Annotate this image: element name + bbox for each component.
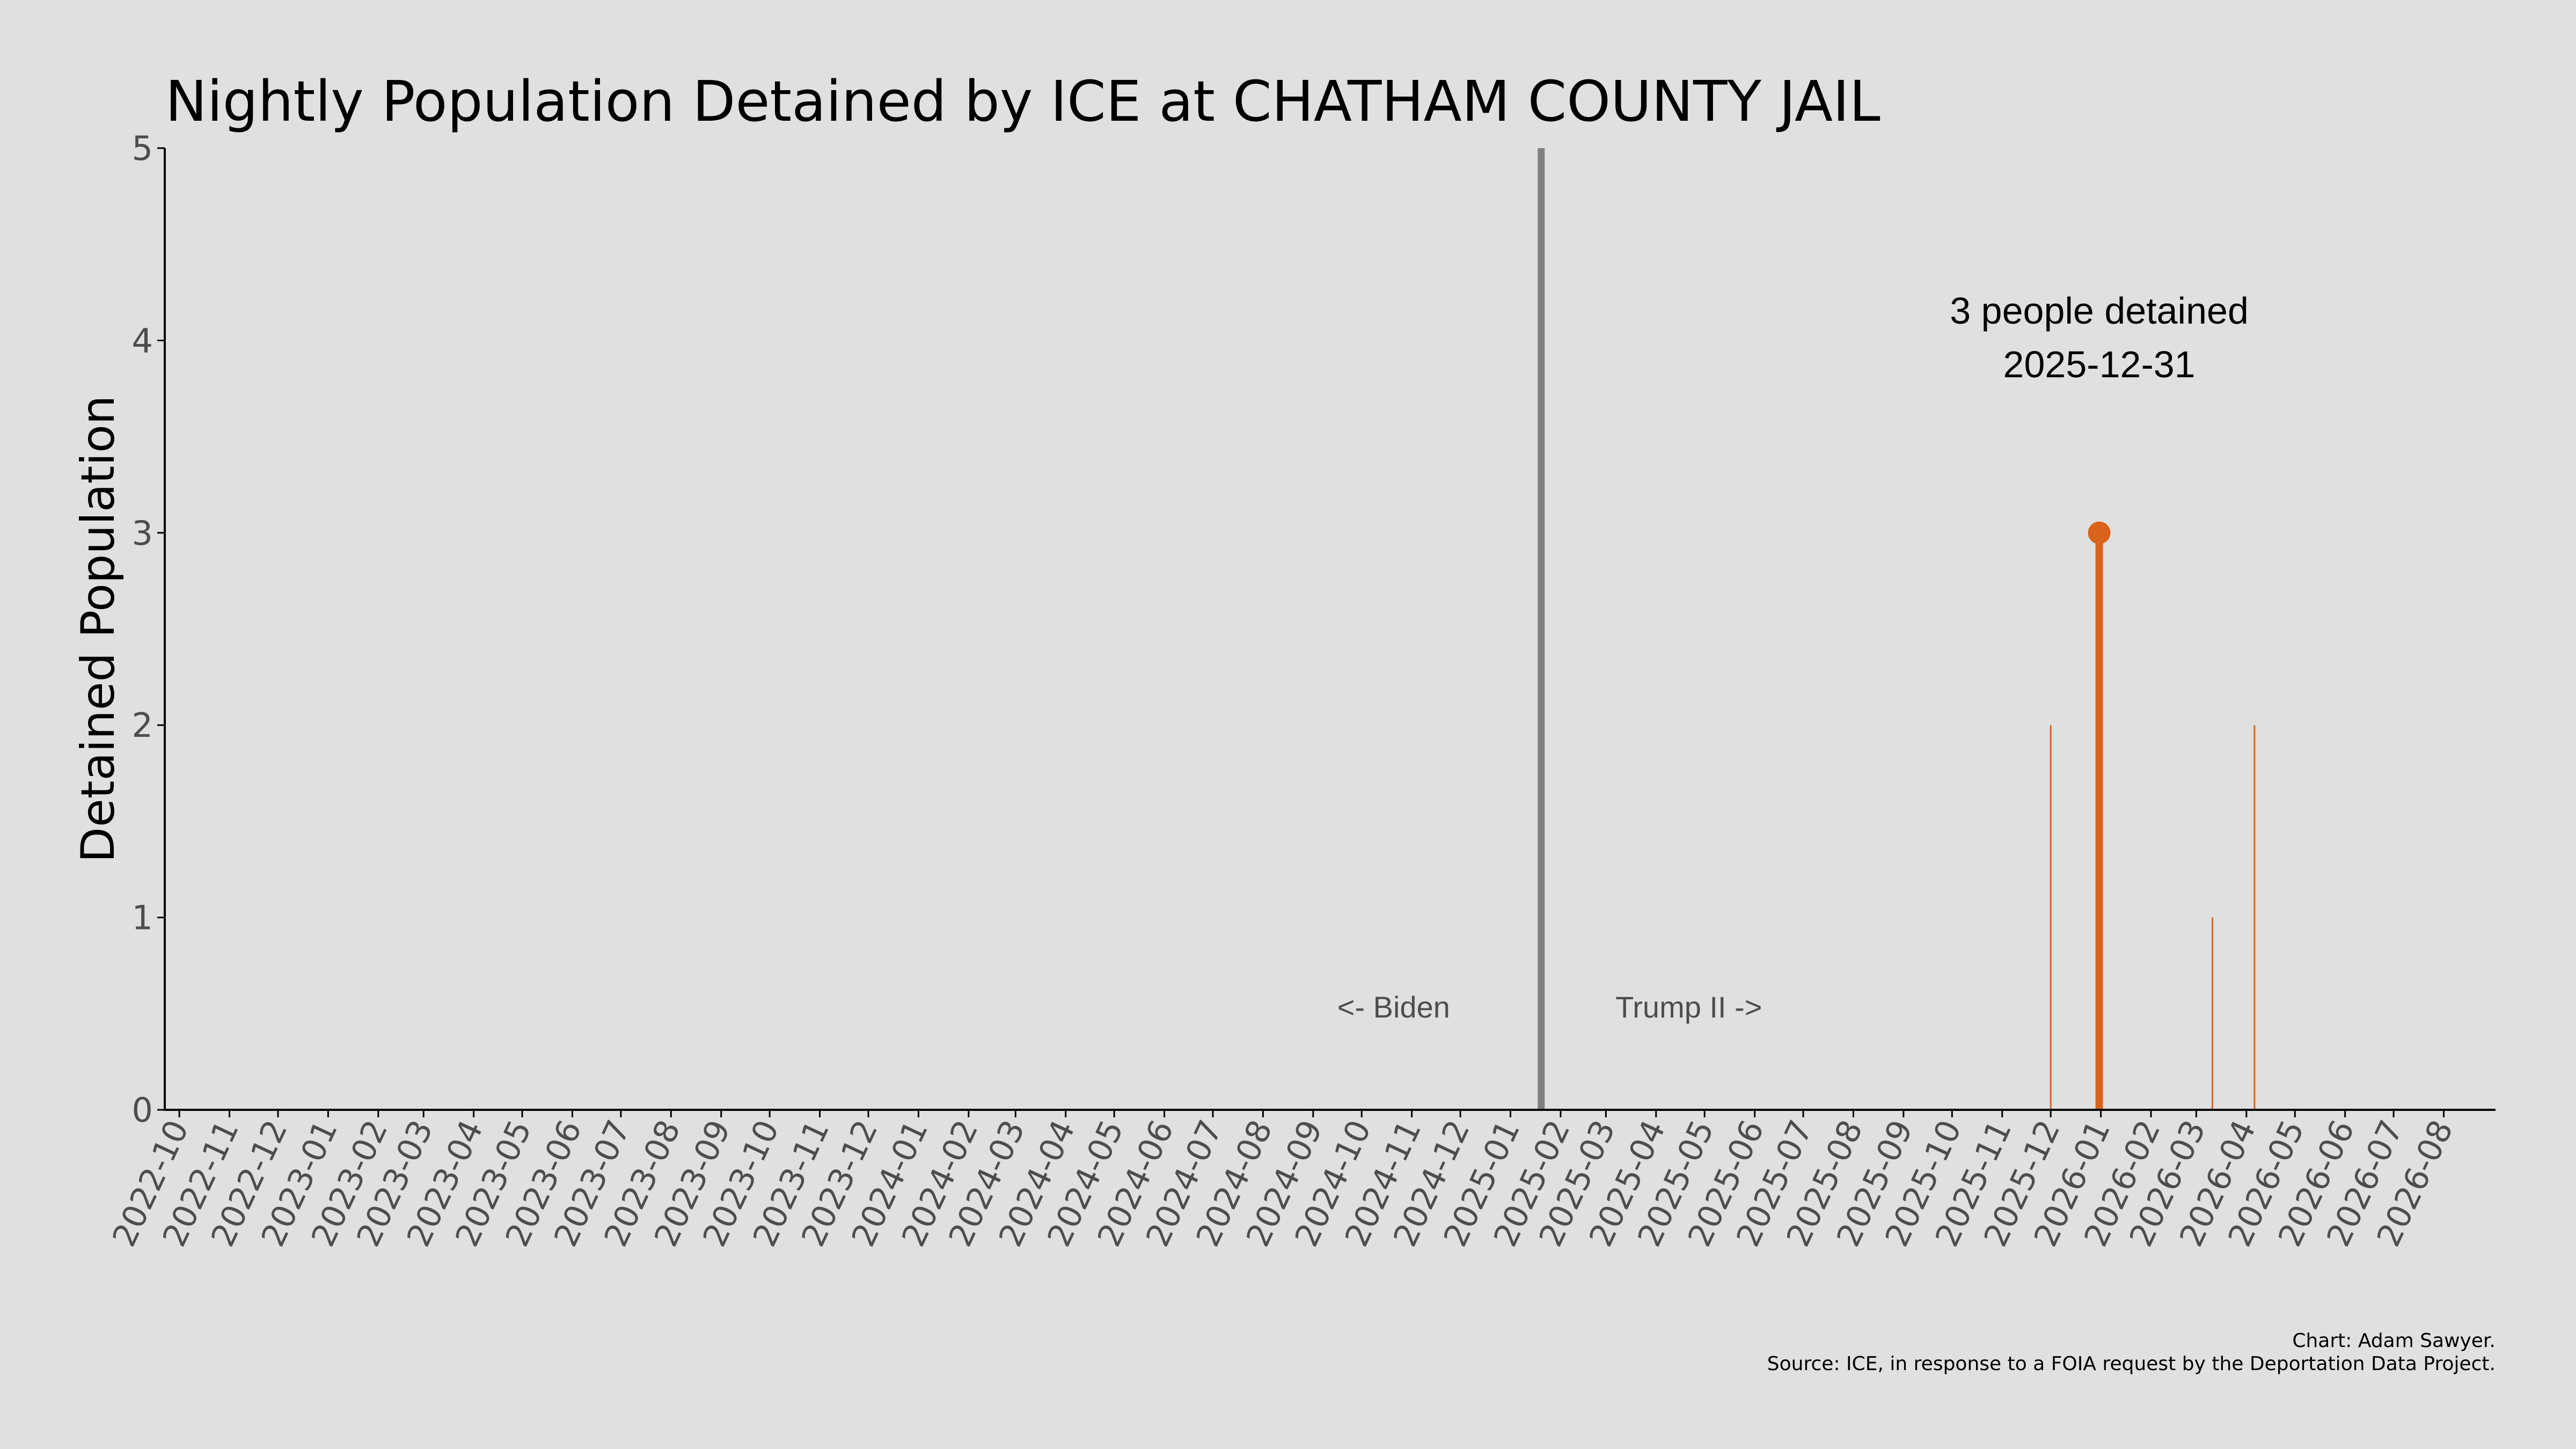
era-label-biden: <- Biden — [1337, 990, 1450, 1024]
y-tick-label: 3 — [132, 514, 153, 553]
y-tick-label: 2 — [132, 706, 153, 745]
peak-annotation-date: 2025-12-31 — [2003, 343, 2196, 385]
y-axis-label: Detained Population — [71, 396, 125, 863]
y-tick-label: 5 — [132, 129, 153, 168]
bars — [2050, 521, 2256, 1110]
credit-source: Source: ICE, in response to a FOIA reque… — [1767, 1353, 2496, 1375]
peak-marker — [2088, 521, 2111, 544]
chart-title: Nightly Population Detained by ICE at CH… — [165, 69, 1880, 134]
y-tick-label: 4 — [132, 321, 153, 360]
y-tick-label: 0 — [132, 1091, 153, 1130]
y-ticks: 0 1 2 3 4 5 — [132, 129, 165, 1130]
peak-annotation-count: 3 people detained — [1950, 290, 2249, 332]
y-tick-label: 1 — [132, 898, 153, 938]
era-label-trump: Trump II -> — [1615, 990, 1762, 1024]
x-ticks: 2022-102022-112022-122023-012023-022023-… — [105, 1110, 2461, 1253]
credit-author: Chart: Adam Sawyer. — [2292, 1330, 2496, 1352]
